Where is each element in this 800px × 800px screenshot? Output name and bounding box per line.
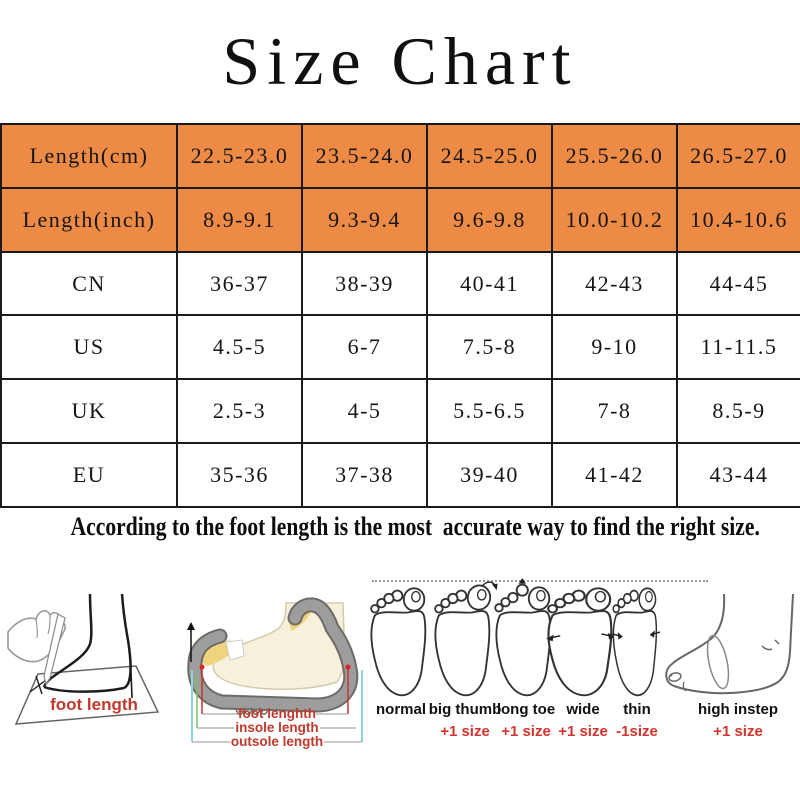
outsole-length-line-label: outsole length xyxy=(231,734,323,749)
cell: 7-8 xyxy=(551,378,678,445)
cell: 26.5-27.0 xyxy=(676,123,800,189)
cell: 2.5-3 xyxy=(176,378,303,445)
row-cn: CN 36-37 38-39 40-41 42-43 44-45 xyxy=(0,250,800,317)
cell: 24.5-25.0 xyxy=(426,123,553,189)
row-header: CN xyxy=(0,250,178,317)
sizing-note: According to the foot length is the most… xyxy=(70,512,760,541)
cell: 8.5-9 xyxy=(676,378,800,445)
size-adjustment: +1 size xyxy=(713,723,763,740)
cell: 37-38 xyxy=(301,442,428,508)
cell: 41-42 xyxy=(551,442,678,508)
cell: 9-10 xyxy=(551,314,678,381)
cell: 6-7 xyxy=(301,314,428,381)
size-adjustment: -1size xyxy=(616,723,658,740)
size-adjustment: +1 size xyxy=(501,723,551,740)
foot-high-instep-illustration xyxy=(665,593,794,695)
cell: 10.0-10.2 xyxy=(551,186,678,253)
foot-type-label: wide xyxy=(566,701,600,718)
foot-wide-illustration xyxy=(546,587,616,697)
cell: 38-39 xyxy=(301,250,428,317)
foot-normal-illustration xyxy=(370,587,427,697)
cell: 25.5-26.0 xyxy=(551,123,678,189)
foot-length-line-label: foot lenghth xyxy=(238,706,316,721)
foot-type-label: big thumb xyxy=(428,701,502,718)
cell: 44-45 xyxy=(676,250,800,317)
size-adjustment: +1 size xyxy=(440,723,490,740)
row-header: UK xyxy=(0,378,178,445)
cell: 35-36 xyxy=(176,442,303,508)
foot-type-label: thin xyxy=(623,701,651,718)
foot-tracing-illustration: foot length xyxy=(7,593,160,725)
cell: 42-43 xyxy=(551,250,678,317)
row-header: US xyxy=(0,314,178,381)
cell: 5.5-6.5 xyxy=(426,378,553,445)
cell: 9.3-9.4 xyxy=(301,186,428,253)
cell: 4.5-5 xyxy=(176,314,303,381)
size-table: Length(cm) 22.5-23.0 23.5-24.0 24.5-25.0… xyxy=(0,123,800,508)
cell: 43-44 xyxy=(676,442,800,508)
row-length-cm: Length(cm) 22.5-23.0 23.5-24.0 24.5-25.0… xyxy=(0,123,800,189)
row-length-inch: Length(inch) 8.9-9.1 9.3-9.4 9.6-9.8 10.… xyxy=(0,186,800,253)
insole-length-line-label: insole length xyxy=(235,720,318,735)
foot-length-label: foot length xyxy=(50,695,138,714)
cell: 40-41 xyxy=(426,250,553,317)
foot-type-label: normal xyxy=(375,701,427,718)
row-uk: UK 2.5-3 4-5 5.5-6.5 7-8 8.5-9 xyxy=(0,378,800,445)
cell: 4-5 xyxy=(301,378,428,445)
hand-with-pen-icon xyxy=(7,610,66,686)
shoe-length-diagram: foot lenghth insole length outsole lengt… xyxy=(187,597,363,749)
row-eu: EU 35-36 37-38 39-40 41-42 43-44 xyxy=(0,442,800,508)
row-us: US 4.5-5 6-7 7.5-8 9-10 11-11.5 xyxy=(0,314,800,381)
cell: 10.4-10.6 xyxy=(676,186,800,253)
cell: 22.5-23.0 xyxy=(176,123,303,189)
cell: 39-40 xyxy=(426,442,553,508)
size-adjustment: +1 size xyxy=(558,723,608,740)
row-header: Length(cm) xyxy=(0,123,178,189)
row-header: Length(inch) xyxy=(0,186,178,253)
cell: 7.5-8 xyxy=(426,314,553,381)
page-title: Size Chart xyxy=(222,23,578,99)
cell: 9.6-9.8 xyxy=(426,186,553,253)
cell: 8.9-9.1 xyxy=(176,186,303,253)
foot-thin-illustration xyxy=(612,587,661,697)
foot-type-label: high instep xyxy=(698,701,778,718)
foot-long-toe-illustration xyxy=(494,578,552,697)
cell: 11-11.5 xyxy=(676,314,800,381)
foot-type-label: long toe xyxy=(496,701,556,718)
cell: 36-37 xyxy=(176,250,303,317)
row-header: EU xyxy=(0,442,178,508)
cell: 23.5-24.0 xyxy=(301,123,428,189)
foot-big-thumb-illustration xyxy=(434,581,498,697)
toe-alignment-dotted-line xyxy=(372,580,708,582)
